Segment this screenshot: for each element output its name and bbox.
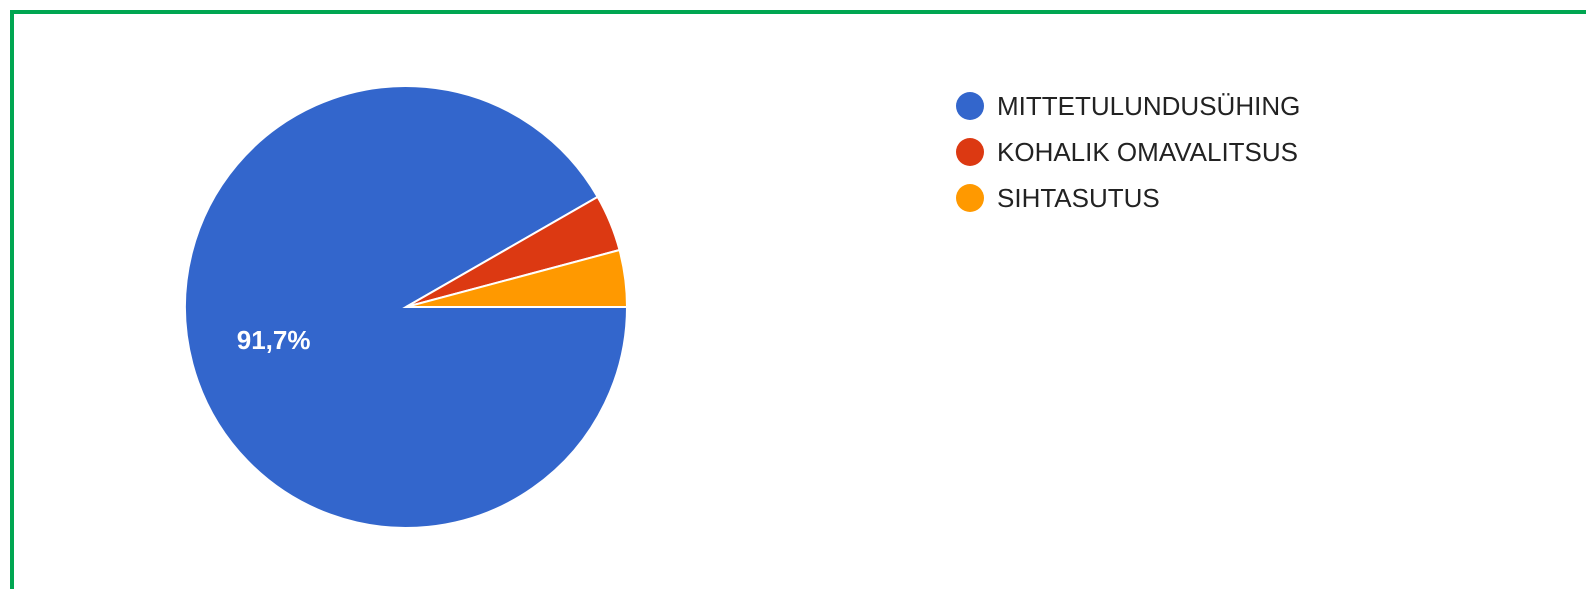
legend-label: MITTETULUNDUSÜHING [997,90,1301,121]
chart-legend: MITTETULUNDUSÜHING KOHALIK OMAVALITSUS SIH… [956,83,1300,221]
legend-label: KOHALIK OMAVALITSUS [997,136,1299,167]
legend-item-sihtasutus[interactable]: SIHTASUTUS [956,175,1300,221]
pie-slices [184,85,629,529]
pie-slice-sihtasutus[interactable] [405,248,629,308]
legend-swatch-icon [956,92,984,120]
legend-swatch-icon [956,184,984,212]
pie-data-label-mittetulundusuhing: 91,7% [237,325,311,355]
legend-label: SIHTASUTUS [997,182,1160,213]
legend-item-mittetulundusuhing[interactable]: MITTETULUNDUSÜHING [956,83,1300,129]
legend-item-kohalik-omavalitsus[interactable]: KOHALIK OMAVALITSUS [956,129,1300,175]
legend-swatch-icon [956,138,984,166]
pie-data-labels: 91,7% [237,325,311,355]
